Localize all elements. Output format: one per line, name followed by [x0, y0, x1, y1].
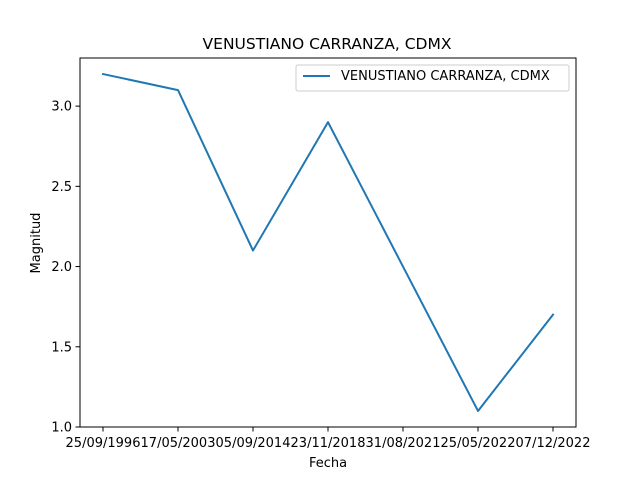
- chart-title: VENUSTIANO CARRANZA, CDMX: [203, 35, 452, 53]
- legend-box: [295, 64, 570, 92]
- x-tick-label: 05/09/2014: [216, 436, 291, 451]
- x-tick-label: 17/05/2003: [141, 436, 216, 451]
- y-tick-label: 1.0: [51, 421, 72, 436]
- plot-area: [80, 58, 576, 427]
- plot-frame: [79, 57, 577, 428]
- legend-label: VENUSTIANO CARRANZA, CDMX: [341, 69, 550, 84]
- y-tick-label: 3.0: [51, 100, 72, 115]
- y-tick-label: 2.0: [51, 260, 72, 275]
- x-axis-label: Fecha: [309, 456, 347, 471]
- y-axis-label: Magnitud: [29, 213, 44, 274]
- x-axis: 25/09/1996 17/05/2003 05/09/2014 23/11/2018…: [66, 427, 591, 451]
- y-tick-label: 1.5: [51, 340, 72, 355]
- x-tick-label: 25/05/2022: [441, 436, 516, 451]
- series-lines: [101, 72, 555, 412]
- x-tick-label: 31/08/2021: [366, 436, 441, 451]
- x-tick-label: 23/11/2018: [291, 436, 366, 451]
- y-tick-label: 2.5: [51, 180, 72, 195]
- x-tick-label: 07/12/2022: [516, 436, 591, 451]
- x-tick-label: 25/09/1996: [66, 436, 141, 451]
- legend: VENUSTIANO CARRANZA, CDMX: [295, 64, 570, 92]
- y-axis: 1.0 1.5 2.0 2.5 3.0: [51, 100, 80, 436]
